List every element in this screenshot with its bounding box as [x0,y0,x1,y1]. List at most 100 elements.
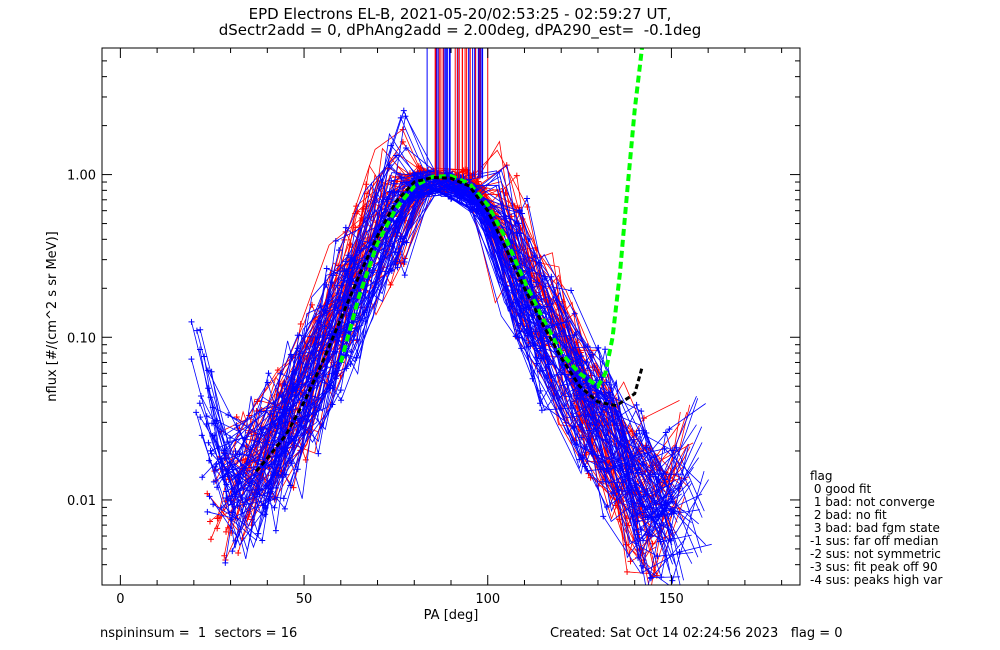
legend-item-3: 3 bad: bad fgm state [810,521,940,535]
blue-spectrum-marker-67-0 [222,559,229,566]
blue-spectrum-marker-63-2 [258,408,265,415]
blue-spectrum-marker-50-12 [595,344,602,351]
blue-spectrum-marker-37-0 [212,463,219,470]
blue-spectrum-marker-32-0 [226,435,233,442]
legend-title: flag [810,469,833,483]
blue-spectrum-marker-59-0 [218,504,225,511]
blue-spectrum-marker-66-4 [345,252,352,259]
blue-spectrum-marker-48-14 [660,521,667,528]
blue-spectrum-marker-12-0 [206,457,213,464]
blue-spectrum-marker-47-4 [340,277,347,284]
blue-spectrum-marker-31-12 [598,374,605,381]
blue-spectrum-marker-54-12 [593,377,600,384]
blue-spectrum-marker-25-6 [393,152,400,159]
blue-spectrum-marker-63-6 [382,248,389,255]
blue-spectrum-marker-69-12 [581,444,588,451]
blue-spectrum-line-59 [221,175,688,509]
blue-spectrum-marker-50-2 [294,345,301,352]
legend-item-4: -1 sus: far off median [810,534,939,548]
blue-spectrum-marker-63-10 [508,303,515,310]
red-spectrum-marker-36-10 [524,203,531,210]
legend-item-6: -3 sus: fit peak off 90 [810,560,938,574]
blue-spectrum-marker-8-10 [538,407,545,414]
blue-spectrum-marker-41-14 [648,574,655,581]
blue-spectrum-marker-61-6 [387,188,394,195]
blue-spectrum-marker-40-0 [238,494,245,501]
blue-spectrum-marker-59-2 [278,445,285,452]
legend-item-1: 1 bad: not converge [810,495,935,509]
blue-spectrum-marker-56-4 [347,360,354,367]
blue-spectrum-marker-69-0 [188,356,195,363]
blue-spectrum-marker-57-0 [212,467,219,474]
blue-spectrum-marker-16-2 [265,370,272,377]
blue-spectrum-marker-55-14 [638,453,645,460]
x-tick-label-2: 100 [475,592,500,607]
blue-spectrum-marker-26-0 [229,548,236,555]
blue-spectrum-marker-43-0 [212,420,219,427]
blue-spectrum-marker-49-4 [348,275,355,282]
red-spectrum-marker-42-0 [207,518,214,525]
blue-spectrum-marker-1-14 [661,445,668,452]
blue-spectrum-line-51 [209,188,669,563]
blue-spectrum-marker-65-12 [570,402,577,409]
plot-frame [101,47,801,586]
red-spectrum-marker-40-0 [246,412,253,419]
blue-spectrum-marker-0-10 [524,195,531,202]
blue-spectrum-marker-28-14 [633,430,640,437]
blue-spectrum-marker-61-2 [264,438,271,445]
blue-spectrum-marker-42-14 [668,537,675,544]
blue-spectrum-marker-67-10 [512,333,519,340]
blue-spectrum-marker-20-4 [315,450,322,457]
x-tick-label-3: 150 [659,592,684,607]
blue-spectrum-marker-65-2 [281,413,288,420]
blue-spectrum-marker-23-0 [197,414,204,421]
blue-spectrum-marker-38-14 [654,553,661,560]
red-spectrum-marker-9-2 [274,367,281,374]
red-spectrum-marker-16-14 [640,415,647,422]
blue-spectrum-marker-34-2 [281,380,288,387]
blue-spectrum-marker-51-10 [519,210,526,217]
blue-spectrum-marker-67-2 [272,527,279,534]
legend-item-7: -4 sus: peaks high var [810,573,943,587]
y-tick-label-2: 1.00 [67,169,96,184]
red-spectrum-marker-11-14 [647,590,653,596]
red-spectrum-marker-44-6 [387,281,394,288]
blue-spectrum-marker-62-2 [268,461,275,468]
red-spectrum-marker-33-2 [302,456,309,463]
blue-spectrum-marker-1-4 [338,397,345,404]
legend-item-5: -2 sus: not symmetric [810,547,941,561]
blue-spectrum-marker-48-4 [337,387,344,394]
blue-spectrum-marker-0-4 [332,237,339,244]
blue-spectrum-marker-56-10 [515,220,522,227]
blue-spectrum-marker-47-12 [576,456,583,463]
blue-spectrum-marker-55-0 [188,318,195,325]
blue-spectrum-line-41 [200,176,681,579]
blue-spectrum-marker-66-0 [204,367,211,374]
blue-spectrum-marker-0-2 [264,379,271,386]
chart-title-line1: EPD Electrons EL-B, 2021-05-20/02:53:25 … [248,5,672,23]
blue-spectrum-marker-35-6 [403,239,410,246]
blue-spectrum-marker-62-0 [196,400,203,407]
y-tick-label-1: 0.10 [67,331,96,346]
blue-spectrum-marker-20-12 [568,287,575,294]
blue-spectrum-marker-66-10 [541,273,548,280]
red-spectrum-marker-31-0 [228,530,235,537]
blue-spectrum-marker-4-0 [193,409,200,416]
x-tick-label-0: 0 [116,592,124,607]
blue-spectrum-line-69 [191,180,678,548]
blue-spectrum-marker-55-2 [256,486,263,493]
x-axis-label: PA [deg] [424,608,479,623]
blue-spectrum-marker-44-4 [323,281,330,288]
blue-spectrum-marker-69-14 [643,444,650,451]
blue-spectrum-marker-47-14 [635,554,642,561]
plot-area [188,48,712,596]
blue-spectrum-marker-57-4 [331,303,338,310]
blue-spectrum-marker-64-0 [197,326,204,333]
blue-spectrum-marker-30-0 [223,439,230,446]
blue-spectrum-marker-53-14 [640,537,647,544]
red-spectrum-marker-2-10 [513,172,520,179]
blue-spectrum-marker-6-0 [208,368,215,375]
blue-spectrum-marker-60-0 [230,466,237,473]
blue-spectrum-marker-4-14 [638,408,645,415]
